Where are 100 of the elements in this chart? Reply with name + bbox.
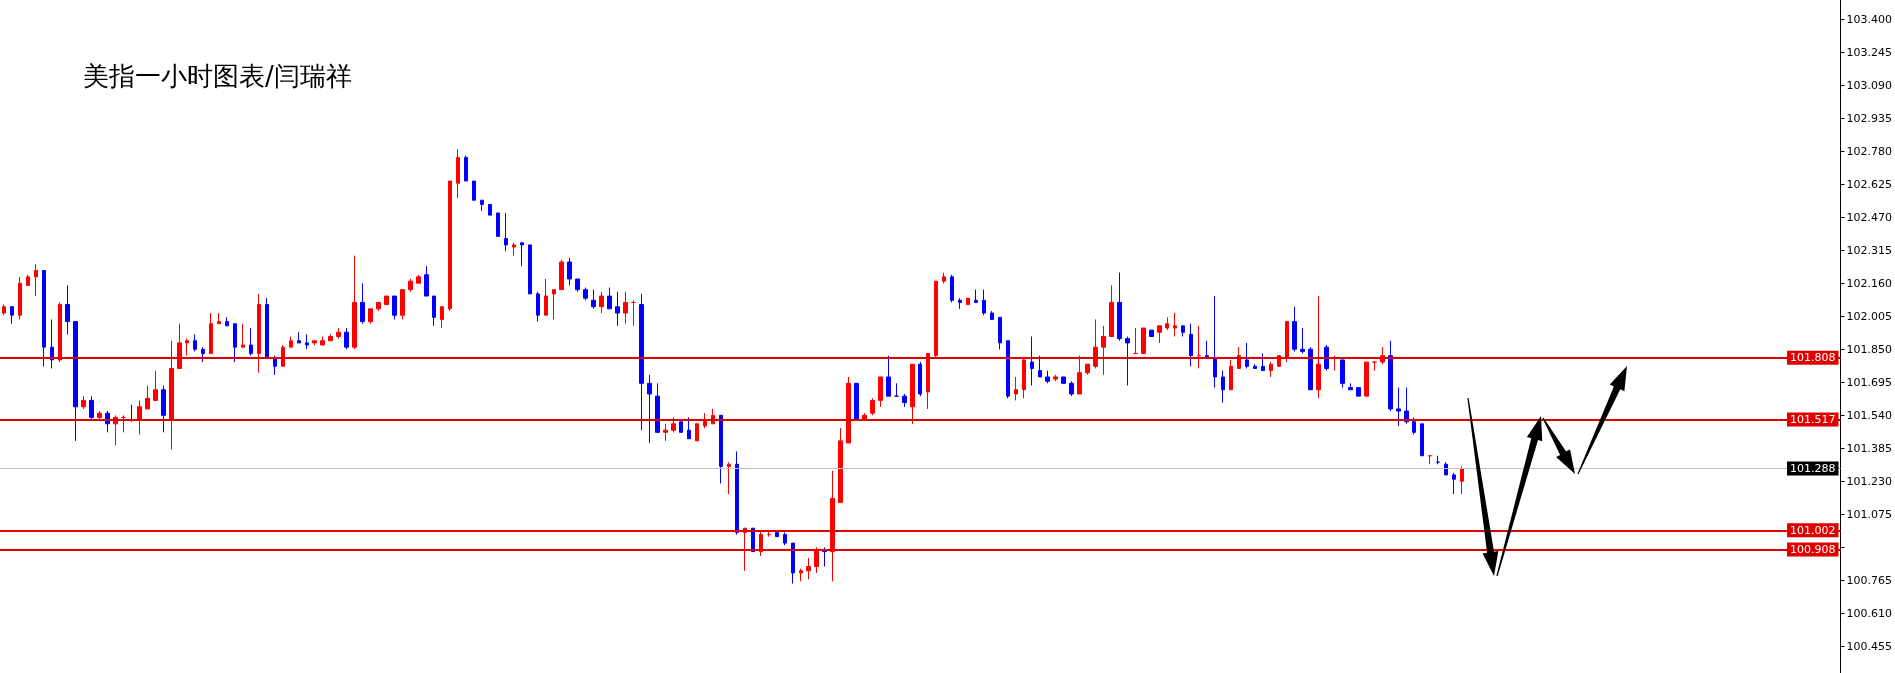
candlestick	[990, 310, 994, 320]
candlestick	[679, 419, 683, 433]
candlestick	[1053, 374, 1058, 382]
candlestick	[1109, 284, 1114, 337]
candlestick	[169, 340, 174, 450]
text: 美指一小时图表/闫瑞祥	[83, 61, 352, 91]
candlestick	[153, 370, 158, 401]
candlestick	[1030, 336, 1034, 386]
candlestick	[1189, 323, 1193, 367]
candlestick	[1316, 295, 1321, 399]
candlestick	[942, 272, 946, 284]
candlestick	[719, 414, 723, 484]
candlestick	[1396, 387, 1401, 427]
candlestick	[432, 295, 436, 327]
candlestick	[575, 278, 580, 293]
candlestick	[846, 376, 851, 444]
candlestick	[1197, 325, 1201, 369]
candlestick	[886, 355, 891, 397]
candlestick	[1133, 327, 1138, 355]
candlestick	[1149, 329, 1154, 337]
candlestick	[1340, 359, 1345, 389]
candlestick	[81, 395, 86, 410]
candlestick	[1356, 387, 1361, 397]
candlestick	[1269, 361, 1273, 378]
candlestick	[926, 353, 930, 410]
candlestick	[257, 293, 261, 374]
candlestick	[97, 410, 102, 421]
y-tick-label: 102.315	[1846, 243, 1893, 257]
candlestick	[934, 280, 938, 359]
candlestick	[1261, 353, 1265, 372]
candlestick	[1173, 312, 1177, 337]
y-tick-label: 103.400	[1846, 12, 1893, 26]
candlestick	[1372, 361, 1377, 372]
candlestick	[50, 318, 54, 369]
y-tick-label: 101.385	[1846, 441, 1893, 455]
candlestick	[416, 274, 421, 284]
candlestick	[1420, 423, 1424, 457]
candlestick	[663, 423, 668, 442]
candlestick	[2, 304, 6, 316]
candlestick	[950, 274, 954, 303]
candlestick	[607, 287, 612, 310]
candlestick	[193, 333, 197, 352]
candlestick	[129, 404, 134, 423]
y-tick-label: 101.075	[1846, 507, 1893, 521]
y-tick-label: 102.780	[1846, 144, 1893, 158]
candlestick	[472, 180, 476, 201]
candlestick	[1308, 346, 1313, 391]
candlestick	[544, 278, 548, 316]
candlestick	[368, 308, 373, 325]
candlestick	[1205, 340, 1209, 359]
candlestick	[1117, 272, 1122, 342]
candlestick	[217, 312, 221, 325]
candlestick	[655, 382, 660, 433]
candlestick	[918, 361, 922, 397]
candlestick	[528, 244, 532, 295]
candlestick	[456, 148, 460, 199]
candlestick	[34, 263, 38, 297]
candlestick	[1332, 355, 1337, 372]
candlestick	[233, 323, 237, 363]
candlestick	[870, 397, 875, 416]
candlestick	[89, 395, 94, 421]
candlestick	[496, 212, 500, 237]
y-tick-label: 102.005	[1846, 309, 1893, 323]
candlestick	[281, 344, 285, 367]
candlestick	[878, 376, 883, 408]
candlestick	[209, 312, 213, 355]
candlestick	[360, 282, 365, 325]
candlestick	[814, 546, 819, 574]
y-tick-label: 103.245	[1846, 45, 1893, 59]
y-tick-label: 102.470	[1846, 210, 1893, 224]
candlestick	[1452, 472, 1456, 495]
candlestick	[1077, 355, 1082, 395]
candlestick	[791, 542, 795, 585]
candlestick	[73, 321, 78, 442]
candlestick	[671, 416, 676, 433]
candlestick	[488, 203, 492, 216]
candlestick	[520, 242, 524, 267]
candlestick	[695, 423, 699, 442]
candlestick	[241, 323, 245, 348]
candlestick	[249, 327, 253, 357]
candlestick	[297, 331, 301, 344]
candlestick	[1022, 357, 1026, 399]
candlestick	[185, 338, 189, 357]
candlestick	[408, 278, 413, 293]
candlestick	[639, 293, 644, 431]
candlestick	[806, 557, 811, 580]
candlestick	[536, 291, 540, 323]
candlestick	[958, 297, 962, 310]
candlestick	[145, 384, 150, 410]
candlestick	[830, 470, 835, 582]
candlestick	[1085, 363, 1090, 376]
candlestick	[1221, 370, 1225, 404]
candlestick	[775, 529, 779, 538]
candlestick	[552, 289, 556, 320]
ref-line-label: 100.908	[1790, 542, 1836, 556]
ref-line-label: 101.002	[1790, 523, 1836, 537]
candlestick	[1181, 325, 1185, 337]
y-tick-label: 102.935	[1846, 111, 1893, 125]
candlestick	[567, 257, 572, 286]
candlestick	[480, 199, 484, 212]
